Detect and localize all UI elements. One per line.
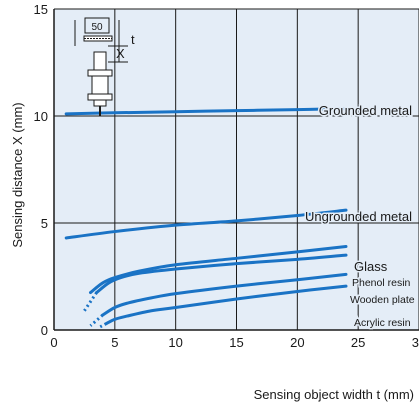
data-lines [64,107,348,329]
inset-square-label: 50 [91,22,103,33]
y-tick-label: 0 [41,323,48,338]
inset-t-label: t [131,32,135,47]
series-line-acrylic-resin [104,284,348,326]
inset-sensor-nut-top [87,69,113,77]
series-line-wooden-plate [101,272,348,317]
x-tick-label: 20 [290,335,304,350]
tick-labels: 0 5 10 15 20 25 30 0 5 10 15 [34,2,419,350]
series-label-wooden-plate: Wooden plate [350,294,415,306]
x-axis-label: Sensing object width t (mm) [254,387,414,402]
series-label-glass: Glass [354,259,388,274]
inset-x-label: X [116,46,125,61]
inset-sensor-body [91,75,109,95]
inset-sensor-tail [93,99,107,107]
y-axis-label: Sensing distance X (mm) [10,102,25,247]
x-tick-label: 30 [412,335,419,350]
grid [53,8,419,331]
x-tick-label: 0 [50,335,57,350]
y-tick-label: 5 [41,216,48,231]
inset-sensor-nut-bottom [87,93,113,101]
series-line-phenol-resin [95,253,348,295]
series-label-grounded-metal: Grounded metal [319,103,412,118]
series-extension-phenol-resin [83,291,98,312]
series-extension-acrylic-resin [99,322,108,329]
x-tick-label: 15 [229,335,243,350]
sensor-diagram-inset: 50 t X [74,17,135,116]
x-tick-label: 5 [111,335,118,350]
series-line-grounded-metal [64,107,348,116]
series-line-glass [89,245,348,295]
inset-square [84,17,110,34]
series-line-ungrounded-metal [64,208,348,240]
series-labels: Grounded metal Ungrounded metal Glass Pheno… [304,102,417,331]
x-tick-label: 25 [351,335,365,350]
inset-sensor-head [93,51,107,71]
y-tick-label: 10 [34,109,48,124]
x-tick-label: 10 [168,335,182,350]
series-label-phenol-resin: Phenol resin [352,277,411,289]
y-tick-label: 15 [34,2,48,17]
series-label-ungrounded-metal: Ungrounded metal [305,209,412,224]
series-label-acrylic-resin: Acrylic resin [354,317,411,329]
